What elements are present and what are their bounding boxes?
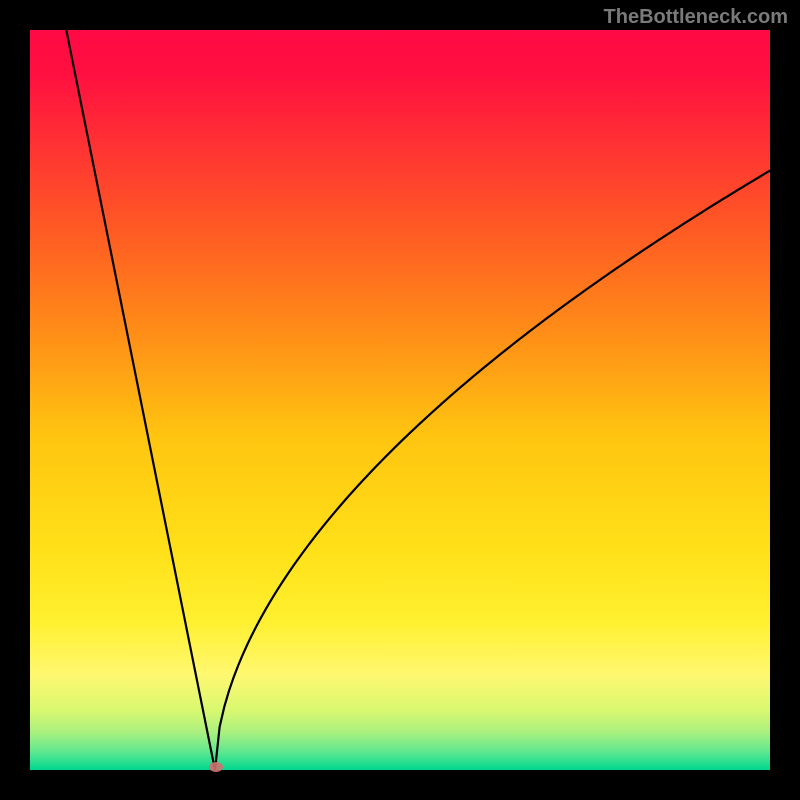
bottleneck-chart: TheBottleneck.com	[0, 0, 800, 800]
watermark-text: TheBottleneck.com	[604, 6, 788, 29]
chart-svg	[0, 0, 800, 800]
